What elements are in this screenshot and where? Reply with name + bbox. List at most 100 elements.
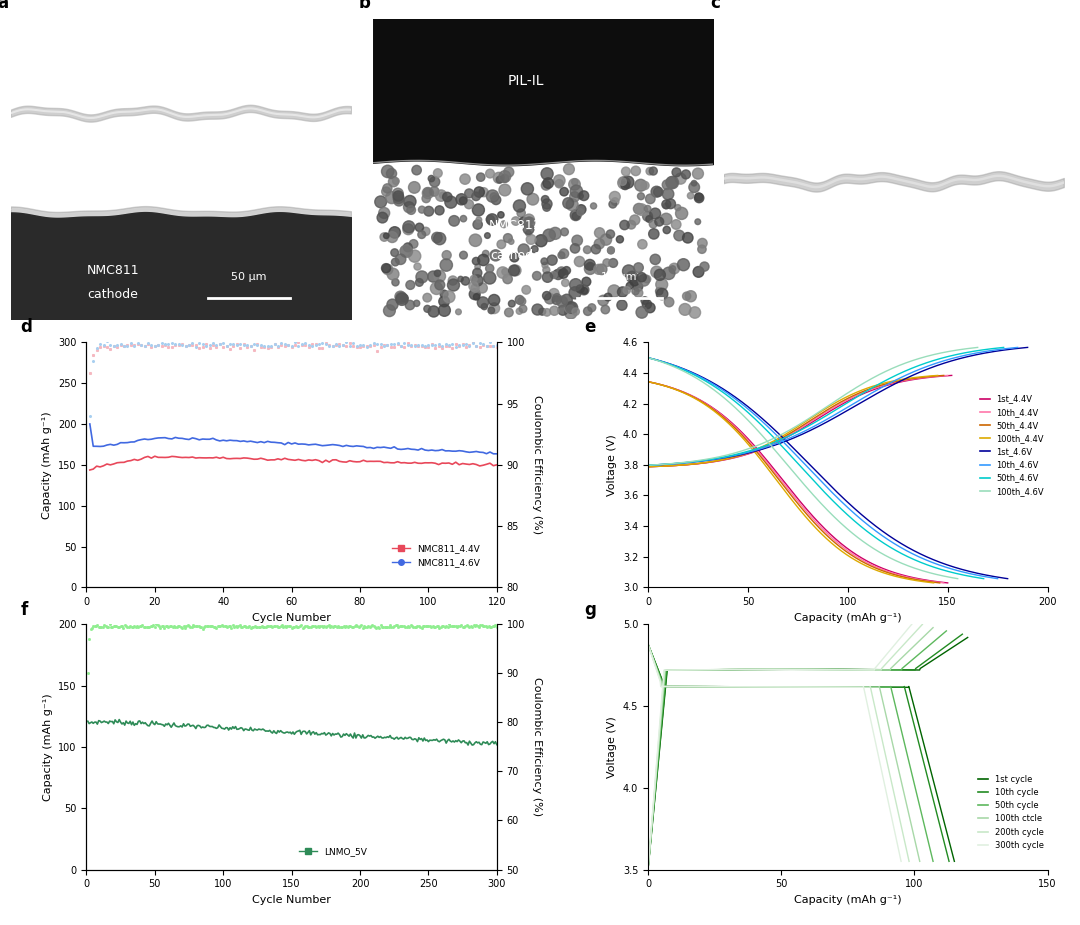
100th_4.6V: [748, 440, 761, 451]
Point: [627, 164, 645, 179]
Point: [390, 191, 407, 205]
200th cycle: [848, 664, 861, 675]
100th_4.6V: [642, 460, 654, 471]
50th_4.6V: [642, 460, 654, 471]
Point: [528, 268, 545, 283]
Point: [483, 303, 500, 318]
Point: [521, 216, 538, 230]
100th_4.6V: [681, 456, 694, 467]
Point: [554, 302, 571, 317]
Point: [562, 301, 579, 315]
Point: [513, 294, 530, 309]
Point: [549, 290, 566, 305]
Point: [626, 284, 644, 299]
100th ctcle: [856, 664, 869, 675]
Point: [419, 186, 436, 201]
Point: [538, 197, 555, 212]
Point: [660, 266, 677, 281]
Point: [475, 185, 492, 200]
Point: [591, 237, 608, 252]
Point: [460, 197, 477, 212]
Y-axis label: Coulombic Efficiency (%): Coulombic Efficiency (%): [531, 677, 541, 817]
50th_4.4V: [855, 387, 868, 398]
Point: [467, 287, 484, 302]
Y-axis label: Coulombic Efficiency (%): Coulombic Efficiency (%): [531, 395, 541, 535]
Point: [379, 262, 396, 277]
Point: [661, 295, 678, 310]
Point: [468, 290, 485, 304]
50th_4.4V: [758, 441, 771, 452]
Point: [561, 162, 578, 177]
X-axis label: Capacity (mAh g⁻¹): Capacity (mAh g⁻¹): [794, 894, 902, 905]
Text: PIL-IL: PIL-IL: [508, 74, 544, 88]
Point: [435, 287, 453, 302]
Point: [496, 182, 513, 197]
10th_4.6V: [686, 456, 699, 467]
Point: [645, 164, 662, 179]
Point: [481, 261, 498, 276]
Text: a: a: [0, 0, 9, 12]
Point: [571, 281, 589, 296]
Point: [564, 301, 581, 315]
Point: [477, 246, 495, 261]
Point: [497, 265, 514, 279]
Text: PIL-IL: PIL-IL: [122, 152, 159, 166]
Point: [602, 227, 619, 241]
Point: [636, 179, 653, 193]
Line: 100th ctcle: 100th ctcle: [648, 628, 933, 870]
Point: [648, 184, 665, 199]
1st_4.6V: [687, 456, 700, 467]
Point: [639, 209, 657, 224]
Point: [571, 204, 589, 219]
1st cycle: [786, 664, 799, 675]
Point: [408, 296, 426, 311]
Point: [556, 225, 573, 240]
Point: [566, 286, 583, 301]
Point: [581, 257, 598, 272]
Point: [400, 240, 417, 254]
Point: [630, 286, 647, 301]
Line: 100th_4.4V: 100th_4.4V: [648, 376, 937, 467]
Point: [546, 226, 564, 240]
Point: [426, 175, 443, 190]
Point: [534, 304, 551, 319]
Point: [435, 302, 453, 317]
50th cycle: [940, 625, 953, 636]
Point: [689, 166, 706, 181]
Point: [630, 279, 647, 294]
Point: [659, 178, 676, 192]
Point: [576, 282, 593, 297]
Point: [491, 172, 509, 187]
100th_4.6V: [971, 342, 984, 353]
Point: [537, 192, 554, 207]
Line: 1st_4.4V: 1st_4.4V: [648, 376, 951, 467]
Point: [619, 175, 636, 190]
Point: [553, 248, 570, 263]
Point: [511, 292, 528, 307]
50th_4.4V: [937, 370, 950, 381]
Point: [537, 258, 554, 273]
Point: [617, 178, 634, 192]
Point: [437, 258, 455, 273]
Point: [648, 265, 665, 279]
1st cycle: [724, 664, 737, 675]
Point: [686, 179, 703, 194]
Text: d: d: [21, 318, 32, 337]
Point: [499, 230, 516, 245]
Point: [390, 189, 407, 204]
Point: [540, 176, 557, 191]
Point: [500, 305, 517, 320]
Point: [431, 203, 448, 217]
Point: [467, 233, 484, 248]
50th cycle: [642, 864, 654, 875]
Point: [611, 232, 629, 247]
Y-axis label: Voltage (V): Voltage (V): [607, 434, 618, 496]
Point: [384, 174, 402, 189]
Point: [647, 206, 664, 221]
Point: [564, 197, 581, 212]
Point: [511, 303, 528, 318]
100th_4.4V: [676, 460, 689, 471]
Point: [444, 273, 461, 288]
Text: NMC811: NMC811: [86, 264, 139, 277]
50th cycle: [718, 664, 731, 675]
